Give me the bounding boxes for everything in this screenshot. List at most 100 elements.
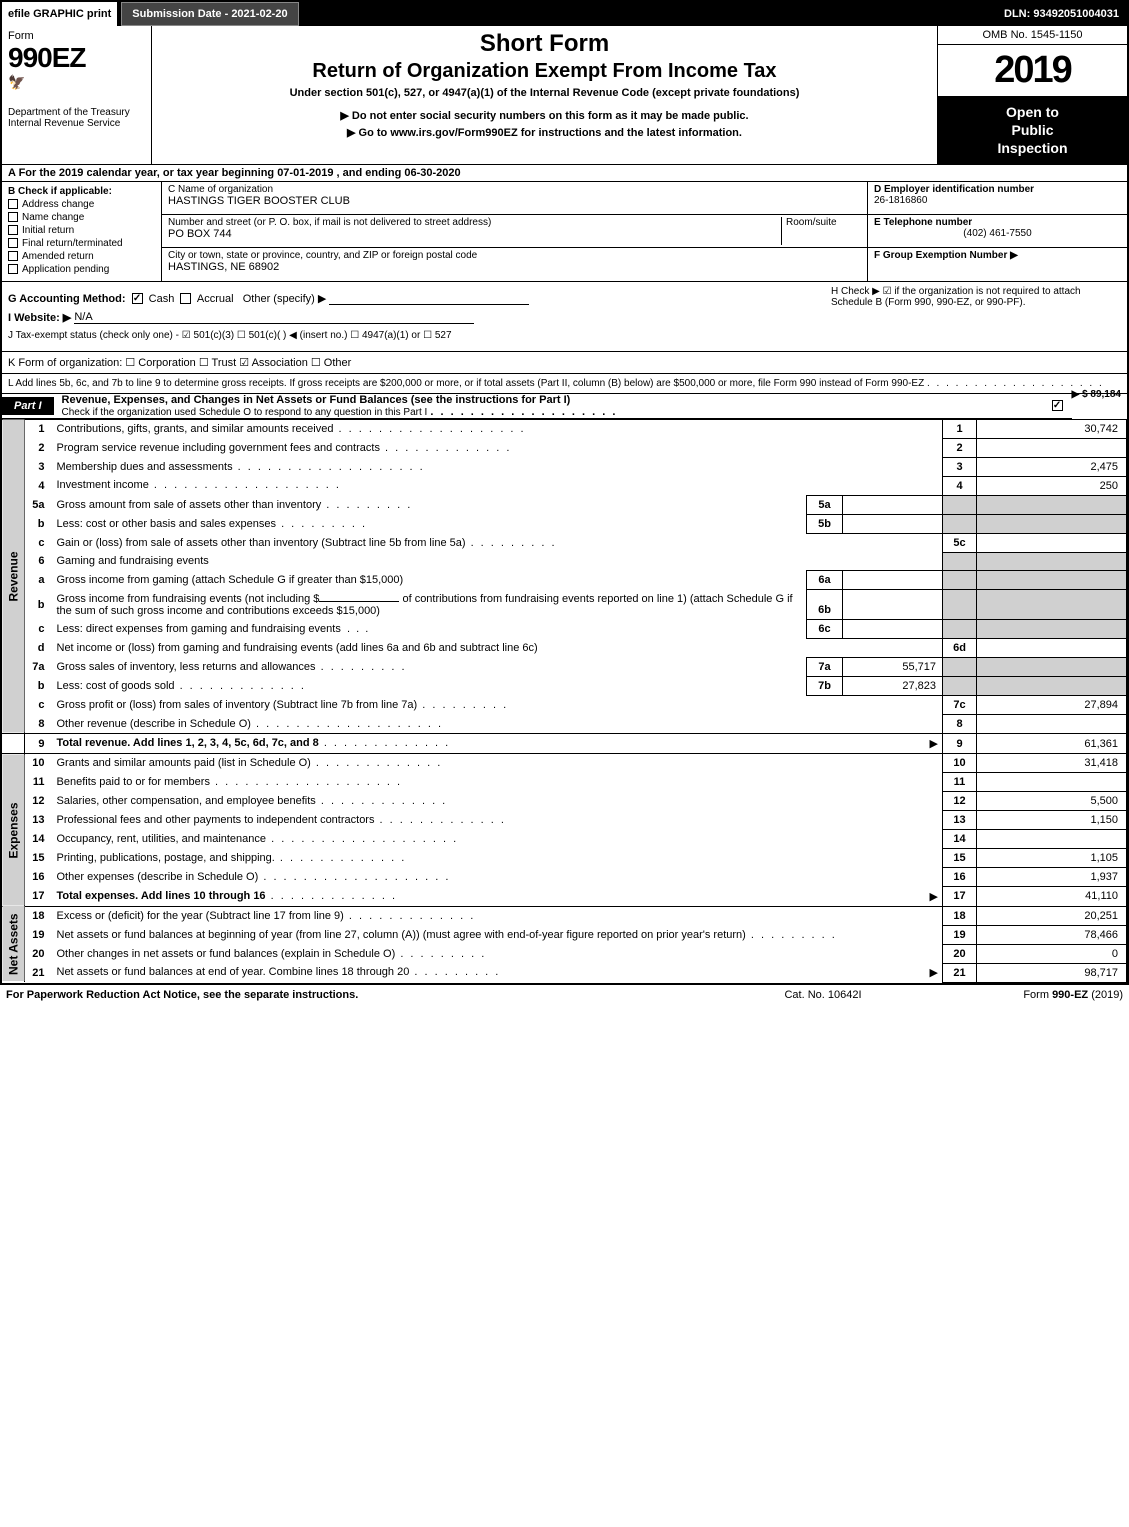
c-name: C Name of organization HASTINGS TIGER BO…	[162, 182, 867, 215]
chk-name-change[interactable]: Name change	[8, 212, 155, 223]
nc-10: 10	[943, 754, 977, 773]
row-l: L Add lines 5b, 6c, and 7b to line 9 to …	[2, 374, 1127, 394]
ln-19: 19	[25, 925, 53, 944]
desc-14: Occupancy, rent, utilities, and maintena…	[53, 830, 943, 849]
row-g: G Accounting Method: Cash Accrual Other …	[8, 292, 821, 305]
desc-5b: Less: cost or other basis and sales expe…	[53, 514, 807, 533]
desc-6a: Gross income from gaming (attach Schedul…	[53, 571, 807, 590]
ln-13: 13	[25, 811, 53, 830]
ln-7c: c	[25, 696, 53, 715]
ln-7a: 7a	[25, 658, 53, 677]
amt-10: 31,418	[977, 754, 1127, 773]
c-room-label: Room/suite	[786, 217, 861, 228]
insp-1: Open to	[1006, 104, 1059, 120]
f-group: F Group Exemption Number ▶	[868, 248, 1127, 280]
subtitle: Under section 501(c), 527, or 4947(a)(1)…	[160, 87, 929, 99]
box-def: D Employer identification number 26-1816…	[867, 182, 1127, 281]
g-other-field[interactable]	[329, 304, 529, 305]
chk-schedule-o[interactable]	[1052, 400, 1063, 411]
nc-6d: 6d	[943, 639, 977, 658]
nc-1: 1	[943, 419, 977, 438]
ln-5b: b	[25, 514, 53, 533]
amt-3: 2,475	[977, 457, 1127, 476]
amt-7b-grey	[977, 677, 1127, 696]
nc-8: 8	[943, 715, 977, 734]
chk-application-pending[interactable]: Application pending	[8, 264, 155, 275]
chk-final-return[interactable]: Final return/terminated	[8, 238, 155, 249]
c-addr: Number and street (or P. O. box, if mail…	[162, 215, 867, 248]
c-city-label: City or town, state or province, country…	[168, 250, 861, 261]
mv-6c	[843, 620, 943, 639]
amt-6a-grey	[977, 571, 1127, 590]
desc-3: Membership dues and assessments	[53, 457, 943, 476]
nc-5a-grey	[943, 495, 977, 514]
desc-12: Salaries, other compensation, and employ…	[53, 792, 943, 811]
title-return: Return of Organization Exempt From Incom…	[160, 60, 929, 83]
nc-6a-grey	[943, 571, 977, 590]
part-i-badge: Part I	[2, 397, 54, 415]
d-ein-label: D Employer identification number	[874, 184, 1121, 195]
nc-9: 9	[943, 734, 977, 754]
amt-14	[977, 830, 1127, 849]
dept-treasury: Department of the Treasury	[8, 107, 145, 118]
chk-address-change[interactable]: Address change	[8, 199, 155, 210]
nc-7c: 7c	[943, 696, 977, 715]
tax-year: 2019	[938, 45, 1127, 97]
c-name-label: C Name of organization	[168, 184, 861, 195]
desc-6d: Net income or (loss) from gaming and fun…	[53, 639, 943, 658]
ln-6b: b	[25, 590, 53, 620]
ln-11: 11	[25, 773, 53, 792]
row-l-amount: ▶ $ 89,184	[1072, 389, 1121, 400]
block-bcdef: B Check if applicable: Address change Na…	[2, 182, 1127, 282]
mn-7a: 7a	[807, 658, 843, 677]
ln-6d: d	[25, 639, 53, 658]
amt-20: 0	[977, 944, 1127, 963]
nc-13: 13	[943, 811, 977, 830]
amt-4: 250	[977, 476, 1127, 495]
efile-text: efile GRAPHIC print	[8, 8, 111, 20]
amt-12: 5,500	[977, 792, 1127, 811]
mn-6a: 6a	[807, 571, 843, 590]
nc-4: 4	[943, 476, 977, 495]
ln-18: 18	[25, 906, 53, 925]
amt-6d	[977, 639, 1127, 658]
g-label: G Accounting Method:	[8, 293, 126, 305]
desc-7b: Less: cost of goods sold	[53, 677, 807, 696]
amt-18: 20,251	[977, 906, 1127, 925]
nc-17: 17	[943, 887, 977, 907]
amt-6b-grey	[977, 590, 1127, 620]
ln-16: 16	[25, 868, 53, 887]
e-tel: E Telephone number (402) 461-7550	[868, 215, 1127, 248]
ln-12: 12	[25, 792, 53, 811]
org-city: HASTINGS, NE 68902	[168, 261, 861, 273]
dln-number: DLN: 93492051004031	[996, 2, 1127, 26]
desc-7a: Gross sales of inventory, less returns a…	[53, 658, 807, 677]
nc-3: 3	[943, 457, 977, 476]
org-name: HASTINGS TIGER BOOSTER CLUB	[168, 195, 861, 207]
side-expenses: Expenses	[2, 754, 25, 907]
insp-3: Inspection	[997, 140, 1067, 156]
desc-9: Total revenue. Add lines 1, 2, 3, 4, 5c,…	[53, 734, 943, 754]
nc-18: 18	[943, 906, 977, 925]
nc-2: 2	[943, 438, 977, 457]
desc-6: Gaming and fundraising events	[53, 552, 943, 571]
mv-7a: 55,717	[843, 658, 943, 677]
chk-cash[interactable]	[132, 293, 143, 304]
chk-initial-return[interactable]: Initial return	[8, 225, 155, 236]
ln-20: 20	[25, 944, 53, 963]
d-ein: D Employer identification number 26-1816…	[868, 182, 1127, 215]
mn-6c: 6c	[807, 620, 843, 639]
chk-accrual[interactable]	[180, 293, 191, 304]
mv-5b	[843, 514, 943, 533]
desc-20: Other changes in net assets or fund bala…	[53, 944, 943, 963]
mn-5b: 5b	[807, 514, 843, 533]
desc-5a: Gross amount from sale of assets other t…	[53, 495, 807, 514]
nc-7b-grey	[943, 677, 977, 696]
nc-15: 15	[943, 849, 977, 868]
amt-21: 98,717	[977, 963, 1127, 982]
desc-19: Net assets or fund balances at beginning…	[53, 925, 943, 944]
page-footer: For Paperwork Reduction Act Notice, see …	[0, 985, 1129, 1005]
amt-6-grey	[977, 552, 1127, 571]
chk-amended-return[interactable]: Amended return	[8, 251, 155, 262]
ghij-left: G Accounting Method: Cash Accrual Other …	[8, 286, 821, 347]
